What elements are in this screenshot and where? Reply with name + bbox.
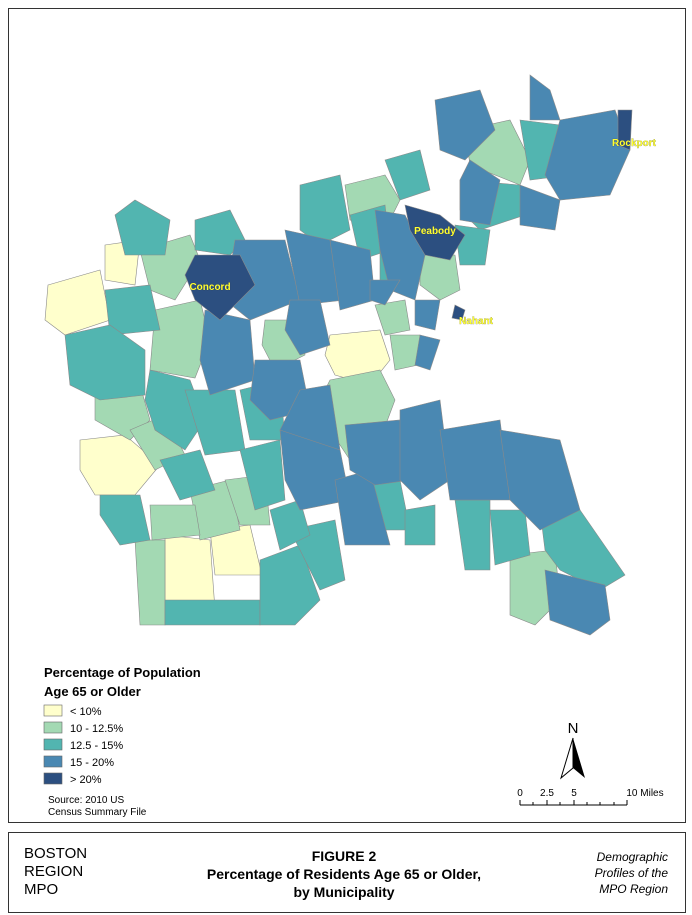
municipality	[519, 184, 561, 231]
place-label: Peabody	[414, 226, 456, 237]
map-frame	[8, 8, 686, 823]
legend-items: < 10% 10 - 12.5% 12.5 - 15% 15 - 20% > 20%	[43, 704, 123, 786]
place-label: Nahant	[459, 316, 494, 327]
municipality	[404, 204, 466, 261]
legend-title: Age 65 or Older	[44, 684, 141, 699]
municipality	[299, 174, 351, 246]
legend-swatch	[43, 755, 63, 768]
source: Source: 2010 US Census Summary File	[48, 795, 147, 818]
municipality	[149, 299, 211, 379]
series: Demographic Profiles of the MPO Region	[595, 850, 669, 896]
municipality	[544, 569, 611, 636]
municipality	[404, 504, 436, 546]
legend-title: Percentage of Population	[44, 665, 201, 680]
municipality	[279, 429, 351, 511]
scale-bar: 0 2.5 5 10 Miles	[517, 788, 664, 806]
legend-label: < 10%	[70, 706, 102, 718]
municipalities	[44, 74, 633, 636]
municipality	[114, 199, 171, 256]
scale-label: 0	[517, 788, 523, 799]
series-line: Demographic	[597, 850, 668, 864]
municipality	[459, 159, 501, 226]
series-line: Profiles of the	[595, 866, 669, 880]
agency-line: REGION	[24, 863, 83, 880]
municipality	[399, 399, 451, 501]
municipality	[239, 439, 286, 511]
municipality	[374, 299, 411, 336]
municipality	[369, 279, 401, 306]
agency: BOSTON REGION MPO	[24, 845, 87, 898]
municipality	[149, 504, 201, 541]
municipality	[414, 299, 441, 331]
legend: Percentage of Population Age 65 or Older	[44, 665, 201, 699]
source-line: Source: 2010 US	[48, 795, 124, 806]
municipality	[199, 309, 256, 396]
legend-swatch	[43, 772, 63, 785]
municipality	[344, 419, 411, 486]
north-label: N	[568, 720, 579, 737]
municipality	[284, 299, 331, 356]
municipality	[164, 599, 261, 626]
scale-label: 5	[571, 788, 577, 799]
municipality	[134, 539, 166, 626]
legend-label: 12.5 - 15%	[70, 740, 123, 752]
figure-title-line: by Municipality	[293, 884, 394, 900]
municipality	[529, 74, 561, 121]
municipality	[439, 419, 511, 501]
municipality	[164, 534, 216, 611]
municipality	[419, 254, 461, 301]
scale-label: 10 Miles	[626, 788, 663, 799]
scale-label: 2.5	[540, 788, 554, 799]
footer-frame	[8, 832, 686, 913]
place-label: Rockport	[612, 138, 657, 149]
municipality	[44, 269, 111, 336]
municipality	[454, 499, 491, 571]
place-labels: Concord Peabody Nahant Rockport	[189, 138, 657, 327]
municipality	[259, 544, 321, 626]
series-line: MPO Region	[599, 882, 668, 896]
source-line: Census Summary File	[48, 807, 147, 818]
figure-title: FIGURE 2 Percentage of Residents Age 65 …	[207, 848, 481, 900]
legend-swatch	[43, 738, 63, 751]
municipality	[99, 494, 151, 546]
municipality	[104, 284, 161, 336]
municipality	[434, 89, 496, 161]
municipality	[159, 449, 216, 501]
municipality	[544, 109, 631, 201]
municipality	[184, 254, 256, 321]
scale-ticks	[519, 800, 628, 805]
figure-number: FIGURE 2	[312, 848, 377, 864]
municipality	[489, 509, 531, 566]
north-arrow: N	[560, 720, 585, 780]
place-label: Concord	[189, 282, 230, 293]
arrow-left	[560, 737, 574, 780]
legend-label: 15 - 20%	[70, 757, 114, 769]
figure-title-line: Percentage of Residents Age 65 or Older,	[207, 866, 481, 882]
legend-label: 10 - 12.5%	[70, 723, 123, 735]
municipality	[414, 334, 441, 371]
municipality	[384, 149, 431, 201]
municipality	[269, 499, 311, 551]
municipality	[617, 109, 633, 151]
legend-swatch	[43, 704, 63, 717]
municipality	[451, 304, 466, 321]
legend-label: > 20%	[70, 774, 102, 786]
agency-line: MPO	[24, 881, 58, 898]
municipality	[499, 429, 581, 531]
agency-line: BOSTON	[24, 845, 87, 862]
arrow-right	[573, 738, 585, 778]
municipality	[64, 324, 146, 401]
legend-swatch	[43, 721, 63, 734]
